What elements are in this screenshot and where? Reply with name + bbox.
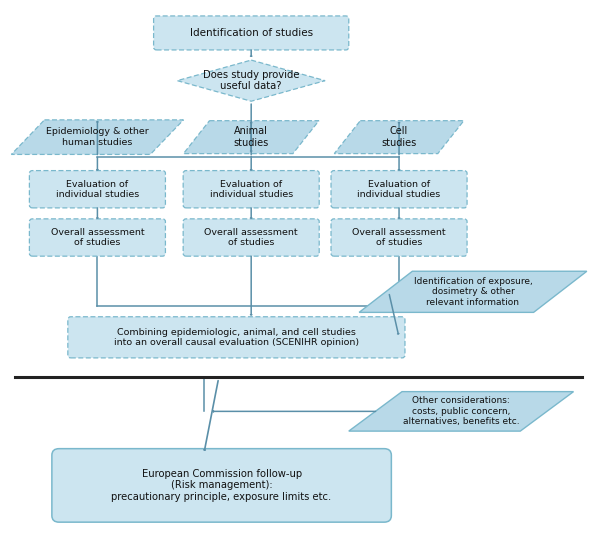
Polygon shape — [177, 60, 325, 101]
Polygon shape — [183, 121, 319, 153]
Text: Evaluation of
individual studies: Evaluation of individual studies — [210, 179, 293, 199]
Text: Does study provide
useful data?: Does study provide useful data? — [203, 70, 300, 91]
Text: Cell
studies: Cell studies — [381, 126, 417, 148]
Text: Epidemiology & other
human studies: Epidemiology & other human studies — [46, 127, 149, 147]
Text: Identification of exposure,
dosimetry & other
relevant information: Identification of exposure, dosimetry & … — [414, 277, 533, 307]
FancyBboxPatch shape — [183, 219, 319, 256]
Text: Other considerations:
costs, public concern,
alternatives, benefits etc.: Other considerations: costs, public conc… — [403, 397, 519, 426]
FancyBboxPatch shape — [331, 171, 467, 208]
Text: Animal
studies: Animal studies — [233, 126, 269, 148]
FancyBboxPatch shape — [52, 449, 392, 522]
Text: Combining epidemiologic, animal, and cell studies
into an overall causal evaluat: Combining epidemiologic, animal, and cel… — [114, 327, 359, 347]
FancyBboxPatch shape — [29, 219, 165, 256]
Text: Overall assessment
of studies: Overall assessment of studies — [51, 228, 144, 247]
Polygon shape — [334, 121, 464, 153]
FancyBboxPatch shape — [153, 16, 349, 50]
Text: Evaluation of
individual studies: Evaluation of individual studies — [358, 179, 441, 199]
FancyBboxPatch shape — [68, 317, 405, 358]
FancyBboxPatch shape — [331, 219, 467, 256]
Text: European Commission follow-up
(Risk management):
precautionary principle, exposu: European Commission follow-up (Risk mana… — [112, 469, 332, 502]
Text: Overall assessment
of studies: Overall assessment of studies — [204, 228, 298, 247]
Text: Evaluation of
individual studies: Evaluation of individual studies — [56, 179, 139, 199]
FancyBboxPatch shape — [29, 171, 165, 208]
FancyBboxPatch shape — [183, 171, 319, 208]
Polygon shape — [349, 392, 574, 431]
Text: Overall assessment
of studies: Overall assessment of studies — [352, 228, 446, 247]
Polygon shape — [359, 271, 587, 312]
Text: Identification of studies: Identification of studies — [190, 28, 313, 38]
Polygon shape — [11, 120, 183, 155]
